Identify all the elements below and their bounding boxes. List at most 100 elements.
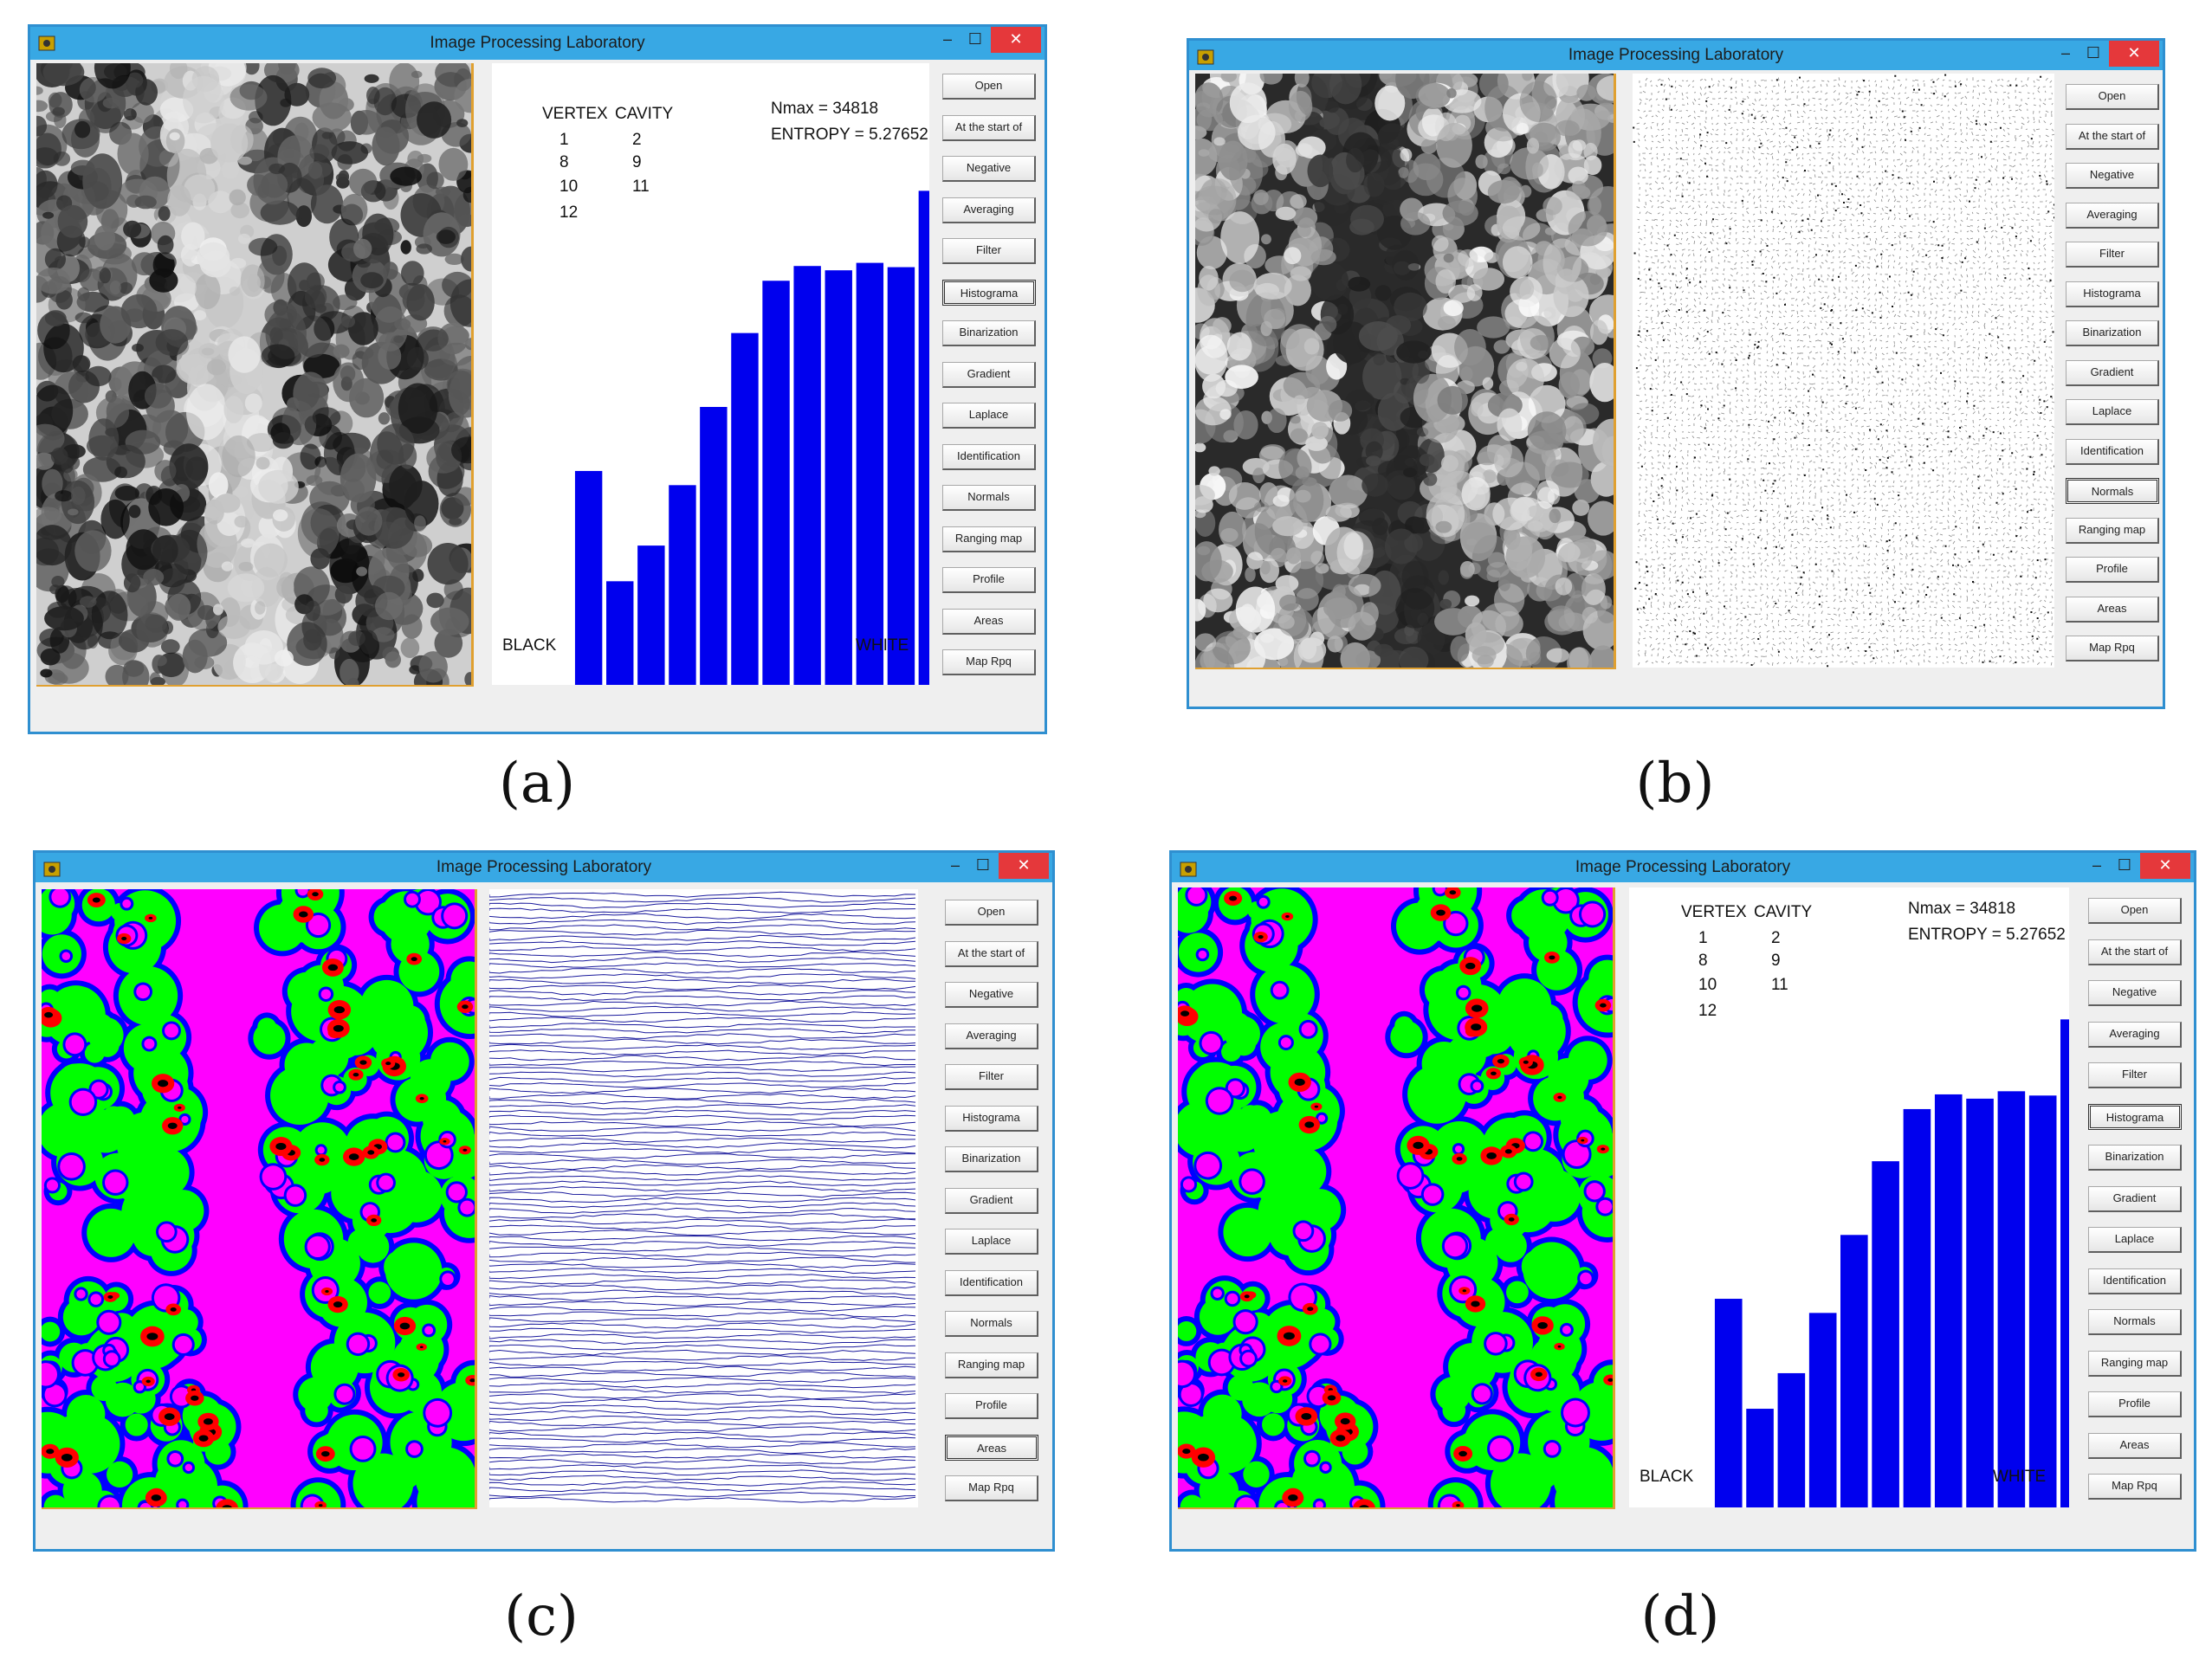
- button-negative[interactable]: Negative: [945, 982, 1038, 1008]
- button-at-the-start-of[interactable]: At the start of: [2066, 123, 2159, 150]
- histogram-bar: [574, 469, 605, 685]
- cavity-value: 11: [632, 177, 650, 196]
- panel-c: Image Processing Laboratory – ☐ ✕ Open At…: [33, 850, 1055, 1552]
- button-ranging-map[interactable]: Ranging map: [945, 1352, 1038, 1378]
- button-areas[interactable]: Areas: [942, 608, 1036, 635]
- button-normals[interactable]: Normals: [2088, 1309, 2182, 1335]
- close-icon[interactable]: ✕: [2109, 41, 2159, 67]
- button-negative[interactable]: Negative: [2066, 163, 2159, 189]
- button-averaging[interactable]: Averaging: [2088, 1021, 2182, 1048]
- minimize-icon[interactable]: –: [942, 30, 952, 48]
- button-filter[interactable]: Filter: [945, 1064, 1038, 1090]
- button-binarization[interactable]: Binarization: [2088, 1145, 2182, 1171]
- minimize-icon[interactable]: –: [2060, 44, 2070, 61]
- button-binarization[interactable]: Binarization: [2066, 320, 2159, 346]
- button-profile[interactable]: Profile: [2088, 1391, 2182, 1417]
- minimize-icon[interactable]: –: [950, 856, 960, 874]
- maximize-icon[interactable]: ☐: [2117, 856, 2132, 874]
- close-icon[interactable]: ✕: [991, 27, 1041, 53]
- button-laplace[interactable]: Laplace: [2066, 399, 2159, 425]
- button-normals[interactable]: Normals: [945, 1311, 1038, 1337]
- caption-a: (a): [498, 752, 576, 816]
- button-averaging[interactable]: Averaging: [945, 1023, 1038, 1049]
- cavity-value: 2: [1771, 929, 1781, 947]
- button-open[interactable]: Open: [2066, 84, 2159, 110]
- white-label: WHITE: [856, 636, 909, 655]
- app-icon: [1197, 49, 1214, 65]
- app-window: Image Processing Laboratory – ☐ ✕ Open At…: [1187, 38, 2165, 709]
- button-profile[interactable]: Profile: [942, 567, 1036, 593]
- button-filter[interactable]: Filter: [942, 238, 1036, 264]
- caption-c: (c): [504, 1584, 579, 1649]
- title-bar[interactable]: Image Processing Laboratory – ☐ ✕: [36, 853, 1052, 882]
- button-profile[interactable]: Profile: [2066, 557, 2159, 583]
- black-label: BLACK: [502, 636, 557, 655]
- histogram-chart: [574, 190, 929, 685]
- app-icon: [38, 35, 55, 51]
- button-histograma[interactable]: Histograma: [2088, 1103, 2182, 1130]
- histogram-bar: [1744, 1407, 1775, 1507]
- button-histograma[interactable]: Histograma: [942, 279, 1036, 306]
- button-averaging[interactable]: Averaging: [942, 197, 1036, 223]
- button-identification[interactable]: Identification: [2088, 1268, 2182, 1294]
- button-identification[interactable]: Identification: [942, 443, 1036, 470]
- maximize-icon[interactable]: ☐: [2086, 44, 2101, 61]
- button-normals[interactable]: Normals: [942, 485, 1036, 511]
- button-averaging[interactable]: Averaging: [2066, 202, 2159, 229]
- button-profile[interactable]: Profile: [945, 1393, 1038, 1419]
- button-map-rpq[interactable]: Map Rpq: [2088, 1474, 2182, 1500]
- caption-b: (b): [1635, 752, 1715, 816]
- button-laplace[interactable]: Laplace: [945, 1229, 1038, 1255]
- histogram-bar: [605, 579, 636, 685]
- button-binarization[interactable]: Binarization: [942, 320, 1036, 346]
- button-laplace[interactable]: Laplace: [2088, 1227, 2182, 1253]
- button-histograma[interactable]: Histograma: [2066, 281, 2159, 307]
- histogram-chart: [1714, 1018, 2069, 1507]
- entropy-readout: ENTROPY = 5.27652: [771, 126, 928, 144]
- histogram-bar: [1775, 1371, 1808, 1507]
- button-open[interactable]: Open: [945, 900, 1038, 926]
- button-at-the-start-of[interactable]: At the start of: [945, 940, 1038, 967]
- histogram-bar: [854, 261, 885, 685]
- minimize-icon[interactable]: –: [2092, 856, 2101, 874]
- title-bar[interactable]: Image Processing Laboratory – ☐ ✕: [30, 27, 1045, 60]
- window-title: Image Processing Laboratory: [430, 34, 645, 52]
- histogram-bar: [1901, 1107, 1933, 1507]
- button-negative[interactable]: Negative: [942, 156, 1036, 182]
- button-laplace[interactable]: Laplace: [942, 403, 1036, 429]
- button-binarization[interactable]: Binarization: [945, 1146, 1038, 1172]
- button-negative[interactable]: Negative: [2088, 980, 2182, 1006]
- cavity-value: 2: [632, 131, 642, 149]
- close-icon[interactable]: ✕: [2140, 853, 2190, 879]
- button-open[interactable]: Open: [942, 74, 1036, 100]
- button-map-rpq[interactable]: Map Rpq: [942, 649, 1036, 675]
- button-gradient[interactable]: Gradient: [942, 361, 1036, 388]
- histogram-bar: [729, 332, 760, 685]
- title-bar[interactable]: Image Processing Laboratory – ☐ ✕: [1189, 41, 2163, 70]
- button-ranging-map[interactable]: Ranging map: [2066, 517, 2159, 544]
- button-gradient[interactable]: Gradient: [2066, 359, 2159, 386]
- button-filter[interactable]: Filter: [2066, 242, 2159, 268]
- histogram-bar: [823, 268, 854, 685]
- button-gradient[interactable]: Gradient: [2088, 1185, 2182, 1212]
- button-histograma[interactable]: Histograma: [945, 1105, 1038, 1132]
- button-filter[interactable]: Filter: [2088, 1062, 2182, 1088]
- button-areas[interactable]: Areas: [2066, 596, 2159, 623]
- title-bar[interactable]: Image Processing Laboratory – ☐ ✕: [1172, 853, 2194, 882]
- button-map-rpq[interactable]: Map Rpq: [2066, 636, 2159, 662]
- maximize-icon[interactable]: ☐: [975, 856, 991, 874]
- button-at-the-start-of[interactable]: At the start of: [2088, 939, 2182, 965]
- button-areas[interactable]: Areas: [2088, 1432, 2182, 1459]
- button-areas[interactable]: Areas: [945, 1434, 1038, 1461]
- button-identification[interactable]: Identification: [2066, 438, 2159, 465]
- close-icon[interactable]: ✕: [999, 853, 1049, 879]
- button-open[interactable]: Open: [2088, 898, 2182, 924]
- button-identification[interactable]: Identification: [945, 1269, 1038, 1296]
- button-normals[interactable]: Normals: [2066, 478, 2159, 504]
- button-map-rpq[interactable]: Map Rpq: [945, 1475, 1038, 1501]
- button-at-the-start-of[interactable]: At the start of: [942, 114, 1036, 141]
- maximize-icon[interactable]: ☐: [967, 30, 983, 48]
- button-gradient[interactable]: Gradient: [945, 1187, 1038, 1214]
- button-ranging-map[interactable]: Ranging map: [942, 526, 1036, 552]
- button-ranging-map[interactable]: Ranging map: [2088, 1350, 2182, 1377]
